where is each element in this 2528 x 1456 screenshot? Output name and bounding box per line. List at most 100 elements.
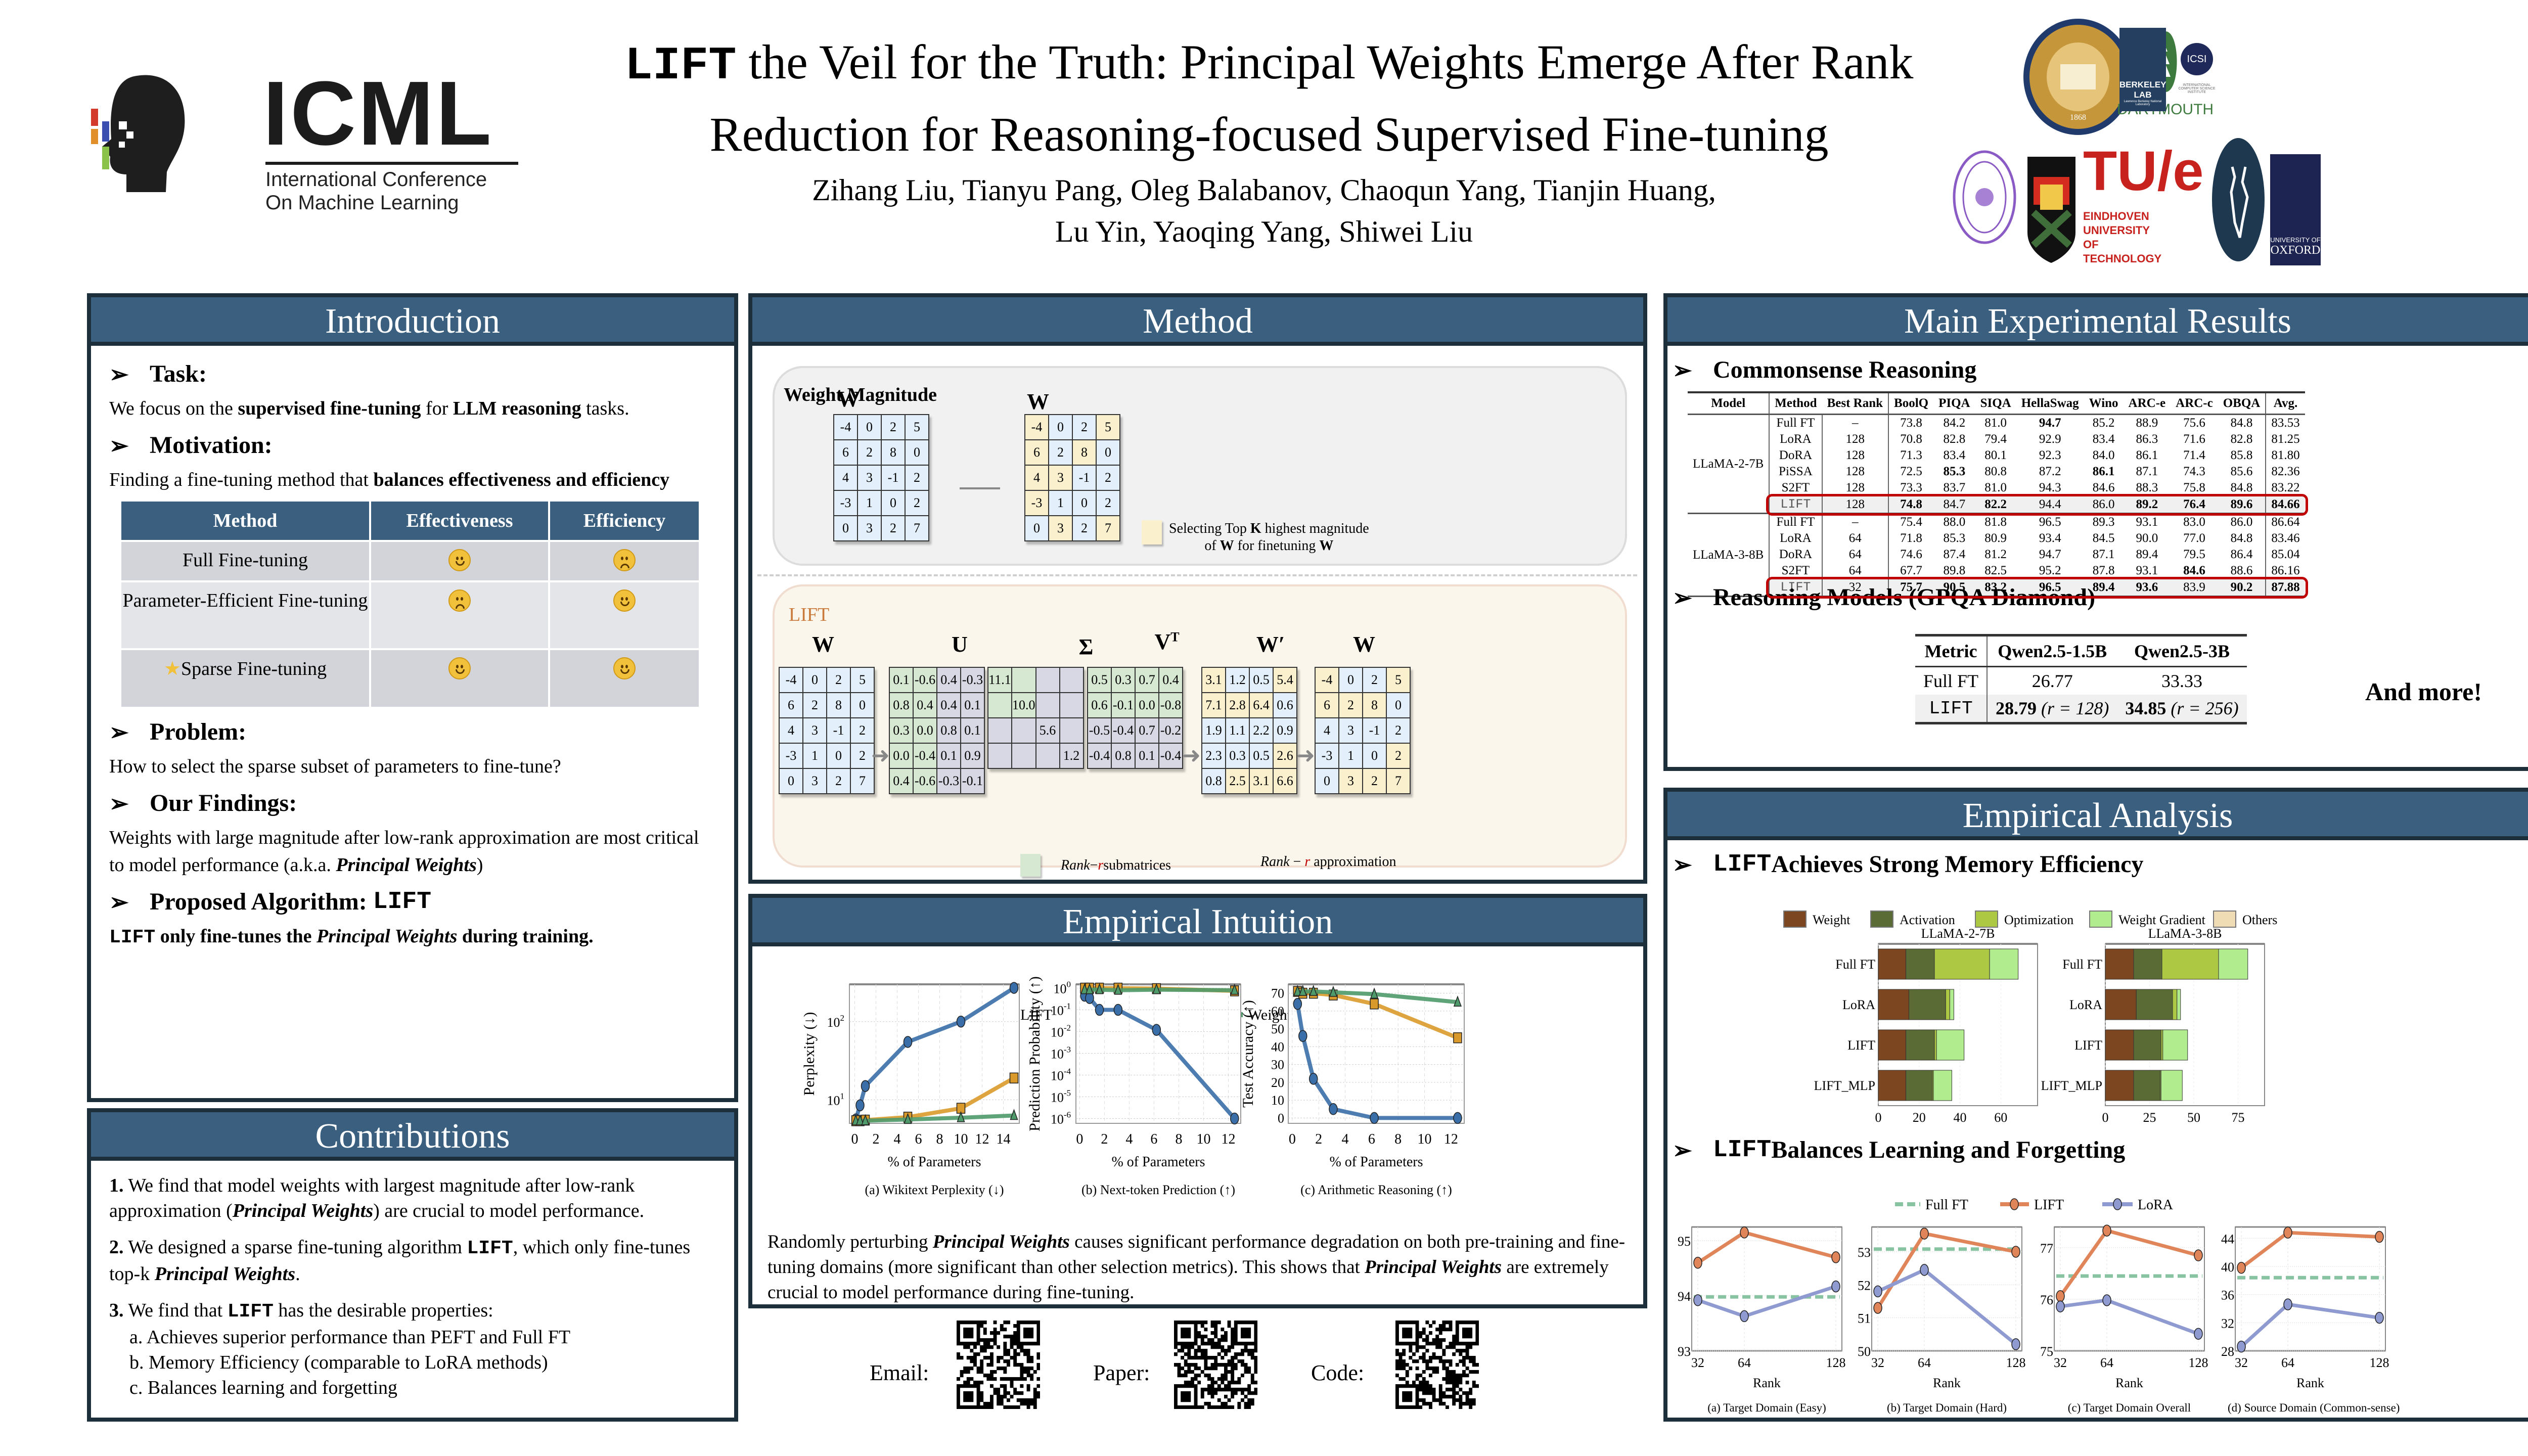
results-value-cell: 76.4 [2171, 496, 2218, 514]
x-tick-label: 60 [1994, 1110, 2007, 1123]
matrix-cell: 1 [1048, 490, 1073, 516]
y-axis-label: Prediction Probability (↑) [1026, 976, 1043, 1131]
data-point [1080, 983, 1089, 994]
y-tick-label: 60 [1271, 1004, 1284, 1019]
results-value-cell: 72.5 [1888, 464, 1934, 480]
authors-line1: Zihang Liu, Tianyu Pang, Oleg Balabanov,… [812, 173, 1716, 207]
matrix-cell: 0.0 [889, 743, 914, 769]
matrix-w-prime-label: W′ [1256, 632, 1285, 657]
matrix-cell: -0.6 [913, 768, 937, 794]
bar-segment-weight-gradient [1933, 1070, 1952, 1101]
y-tick-label: 100 [1054, 980, 1071, 996]
matrix-cell: 2 [1386, 717, 1411, 744]
data-point [2102, 1224, 2111, 1237]
results-rank-cell: 128 [1821, 496, 1889, 514]
matrix-cell: 0.8 [889, 692, 914, 718]
y-tick-label: LIFT [1847, 1038, 1875, 1053]
chart-arithmetic-reasoning: 0 2 4 6 8 10 12 0 10 20 30 40 50 60 70 % of Parameters T… [1240, 983, 1465, 1197]
matrix-cell: 2 [850, 743, 875, 769]
y-tick-label: 10-6 [1051, 1110, 1071, 1126]
results-value-cell: 84.8 [2230, 481, 2253, 494]
matrix-cell: -4 [779, 667, 803, 693]
berkeley-lab-subtext: Lawrence Berkeley National Laboratory [2124, 100, 2162, 106]
efficiency-cell [550, 542, 699, 580]
x-tick-label: 0 [1289, 1131, 1296, 1147]
commonsense-results-table: Model Method Best Rank BoolQ PIQA SIQA HellaSw… [1688, 391, 2305, 597]
matrix-cell [1011, 743, 1036, 769]
bar-segment-weight [1878, 1070, 1907, 1101]
matrix-cell: 8 [826, 692, 851, 718]
contribution-subitem: a. Achieves superior performance than PE… [129, 1327, 571, 1348]
y-tick-label: LoRA [2069, 997, 2102, 1012]
bar-segment-weight [2105, 948, 2134, 980]
bullet-arrow-icon: ➢ [1673, 357, 1692, 383]
y-tick-label: LoRA [1842, 997, 1875, 1012]
bar-segment-weight [1878, 989, 1910, 1020]
matrix-cell: -4 [1024, 414, 1049, 440]
memory-legend-item: Activation [1870, 911, 1955, 928]
legend-label: Others [2242, 913, 2277, 927]
paper-qr-code[interactable] [1174, 1321, 1258, 1409]
legend-label: Activation [1900, 913, 1955, 927]
code-qr-code[interactable] [1395, 1321, 1479, 1409]
bullet-arrow-icon: ➢ [1673, 851, 1692, 878]
results-value-cell: 75.6 [2183, 416, 2205, 430]
memory-legend-item: Weight Gradient [2089, 911, 2206, 928]
empirical-analysis-title: Empirical Analysis [1667, 792, 2528, 840]
x-tick-label: 10 [1418, 1131, 1432, 1147]
contribution-subitem: c. Balances learning and forgetting [129, 1377, 398, 1398]
matrix-cell: 4 [779, 717, 803, 744]
email-qr-code[interactable] [957, 1321, 1041, 1409]
icml-subtitle: International Conference On Machine Lear… [265, 168, 487, 214]
matrix-cell: 1.9 [1201, 717, 1226, 744]
x-tick-label: 50 [2187, 1110, 2200, 1123]
x-tick-label: 12 [1444, 1131, 1458, 1147]
matrix-cell: 0 [802, 667, 827, 693]
results-col-header: SIQA [1975, 392, 2016, 415]
matrix-cell: 5 [850, 667, 875, 693]
data-point [1329, 985, 1338, 997]
matrix-cell: 0.5 [1249, 667, 1274, 693]
results-value-cell: 89.3 [2092, 515, 2115, 529]
lift-label: LIFT [789, 604, 830, 625]
matrix-cell: 2 [850, 717, 875, 744]
matrix-cell: 0.3 [889, 717, 914, 744]
matrix-cell [1059, 692, 1084, 718]
matrix-cell: 0.1 [1135, 743, 1159, 769]
matrix-cell: -0.4 [913, 743, 937, 769]
matrix-vt-label: VT [1154, 629, 1180, 654]
results-value-cell: 89.4 [2084, 579, 2124, 597]
bar-segment-activation [1906, 948, 1935, 980]
matrix-cell: -0.3 [936, 768, 961, 794]
x-tick-label: 8 [1394, 1131, 1402, 1147]
smiley-face-icon [448, 657, 471, 679]
results-row: LoRA 64 71.8 85.3 80.9 93.4 84.5 90.0 77.0 84.8 83… [1688, 530, 2305, 547]
bar-segment-weight [2105, 989, 2137, 1020]
results-value-cell: 83.4 [1943, 448, 1966, 462]
data-point [1095, 1004, 1104, 1016]
results-value-cell: 71.3 [1888, 447, 1934, 464]
memory-legend-item: Weight [1783, 911, 1850, 928]
x-tick-label: 25 [2143, 1110, 2156, 1123]
results-value-cell: 71.4 [2183, 448, 2205, 462]
legend-label: Full FT [1925, 1197, 1968, 1213]
data-point [1152, 983, 1161, 994]
method-name-cell: Parameter-Efficient Fine-tuning [121, 582, 369, 648]
results-row: S2FT 64 67.7 89.8 82.5 95.2 87.8 93.1 84.6 88.6 86… [1688, 563, 2305, 579]
y-tick-label: LIFT [2074, 1038, 2102, 1053]
chart-caption: (b) Next-token Prediction (↑) [1081, 1182, 1235, 1197]
matrix-cell: 11.1 [987, 667, 1012, 693]
memory-efficiency-charts: Weight Activation Optimization Weight Gradi… [1783, 911, 2277, 1123]
y-axis-label: Test Accuracy (↑) [1240, 1000, 1256, 1108]
legend-label: LIFT [2034, 1197, 2064, 1213]
results-value-cell: 87.1 [2136, 465, 2158, 478]
x-tick-label: 4 [1125, 1131, 1133, 1147]
y-tick-label: 53 [1858, 1245, 1871, 1260]
memory-legend-item: Optimization [1975, 911, 2073, 928]
results-value-cell: 74.6 [1888, 547, 1934, 563]
data-point [2011, 1338, 2020, 1350]
gpqa-col-qwen-1-5b: Qwen2.5-1.5B [1987, 634, 2117, 667]
matrix-w-label: W [1027, 389, 1049, 414]
matrix-cell [1035, 667, 1060, 693]
reasoning-heading: ➢ Reasoning Models (GPQA Diamond) [1673, 584, 2096, 611]
